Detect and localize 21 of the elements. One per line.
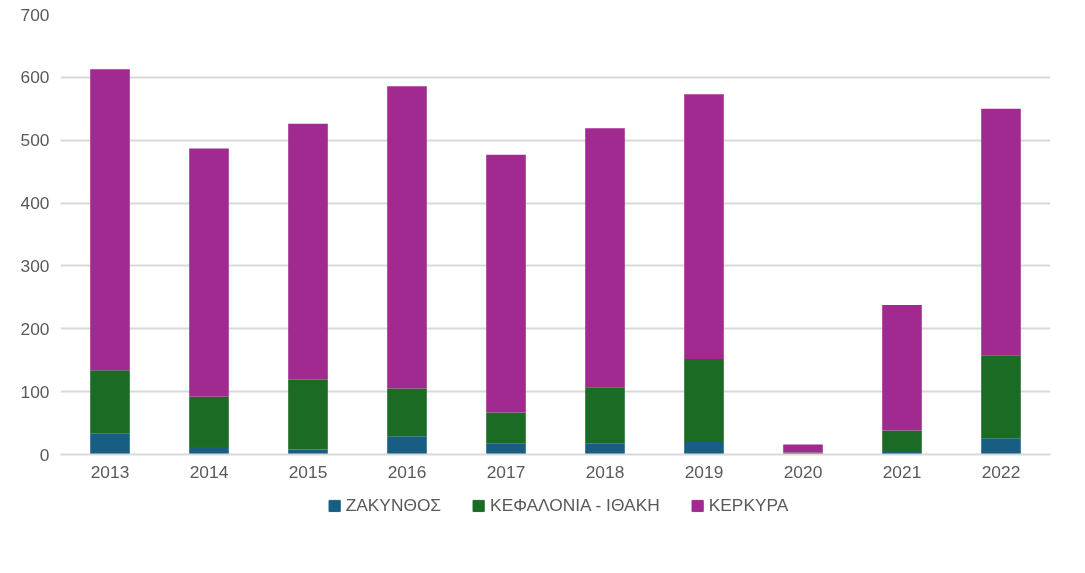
y-tick-label: 600 [20, 67, 50, 88]
x-tick-label: 2015 [288, 461, 328, 482]
y-tick-label: 500 [20, 130, 50, 151]
y-tick-label: 300 [20, 255, 50, 276]
x-tick-label: 2017 [486, 461, 526, 482]
legend-label: ΚΕΡΚΥΡΑ [708, 494, 789, 516]
x-tick-label: 2019 [684, 461, 724, 482]
x-tick-label: 2013 [90, 461, 130, 482]
x-tick-label: 2016 [387, 461, 427, 482]
x-tick-label: 2021 [882, 461, 922, 482]
y-tick-label: 0 [39, 444, 50, 465]
x-tick-label: 2014 [189, 461, 229, 482]
y-tick-label: 100 [20, 381, 50, 402]
y-tick-label: 700 [20, 4, 50, 25]
y-tick-label: 200 [20, 318, 50, 339]
legend-label: ΖΑΚΥΝΘΟΣ [345, 494, 442, 516]
x-tick-label: 2022 [981, 461, 1021, 482]
x-tick-label: 2018 [585, 461, 625, 482]
x-tick-label: 2020 [783, 461, 823, 482]
legend-label: ΚΕΦΑΛΟΝΙΑ - ΙΘΑΚΗ [490, 494, 660, 516]
y-tick-label: 400 [20, 193, 50, 214]
